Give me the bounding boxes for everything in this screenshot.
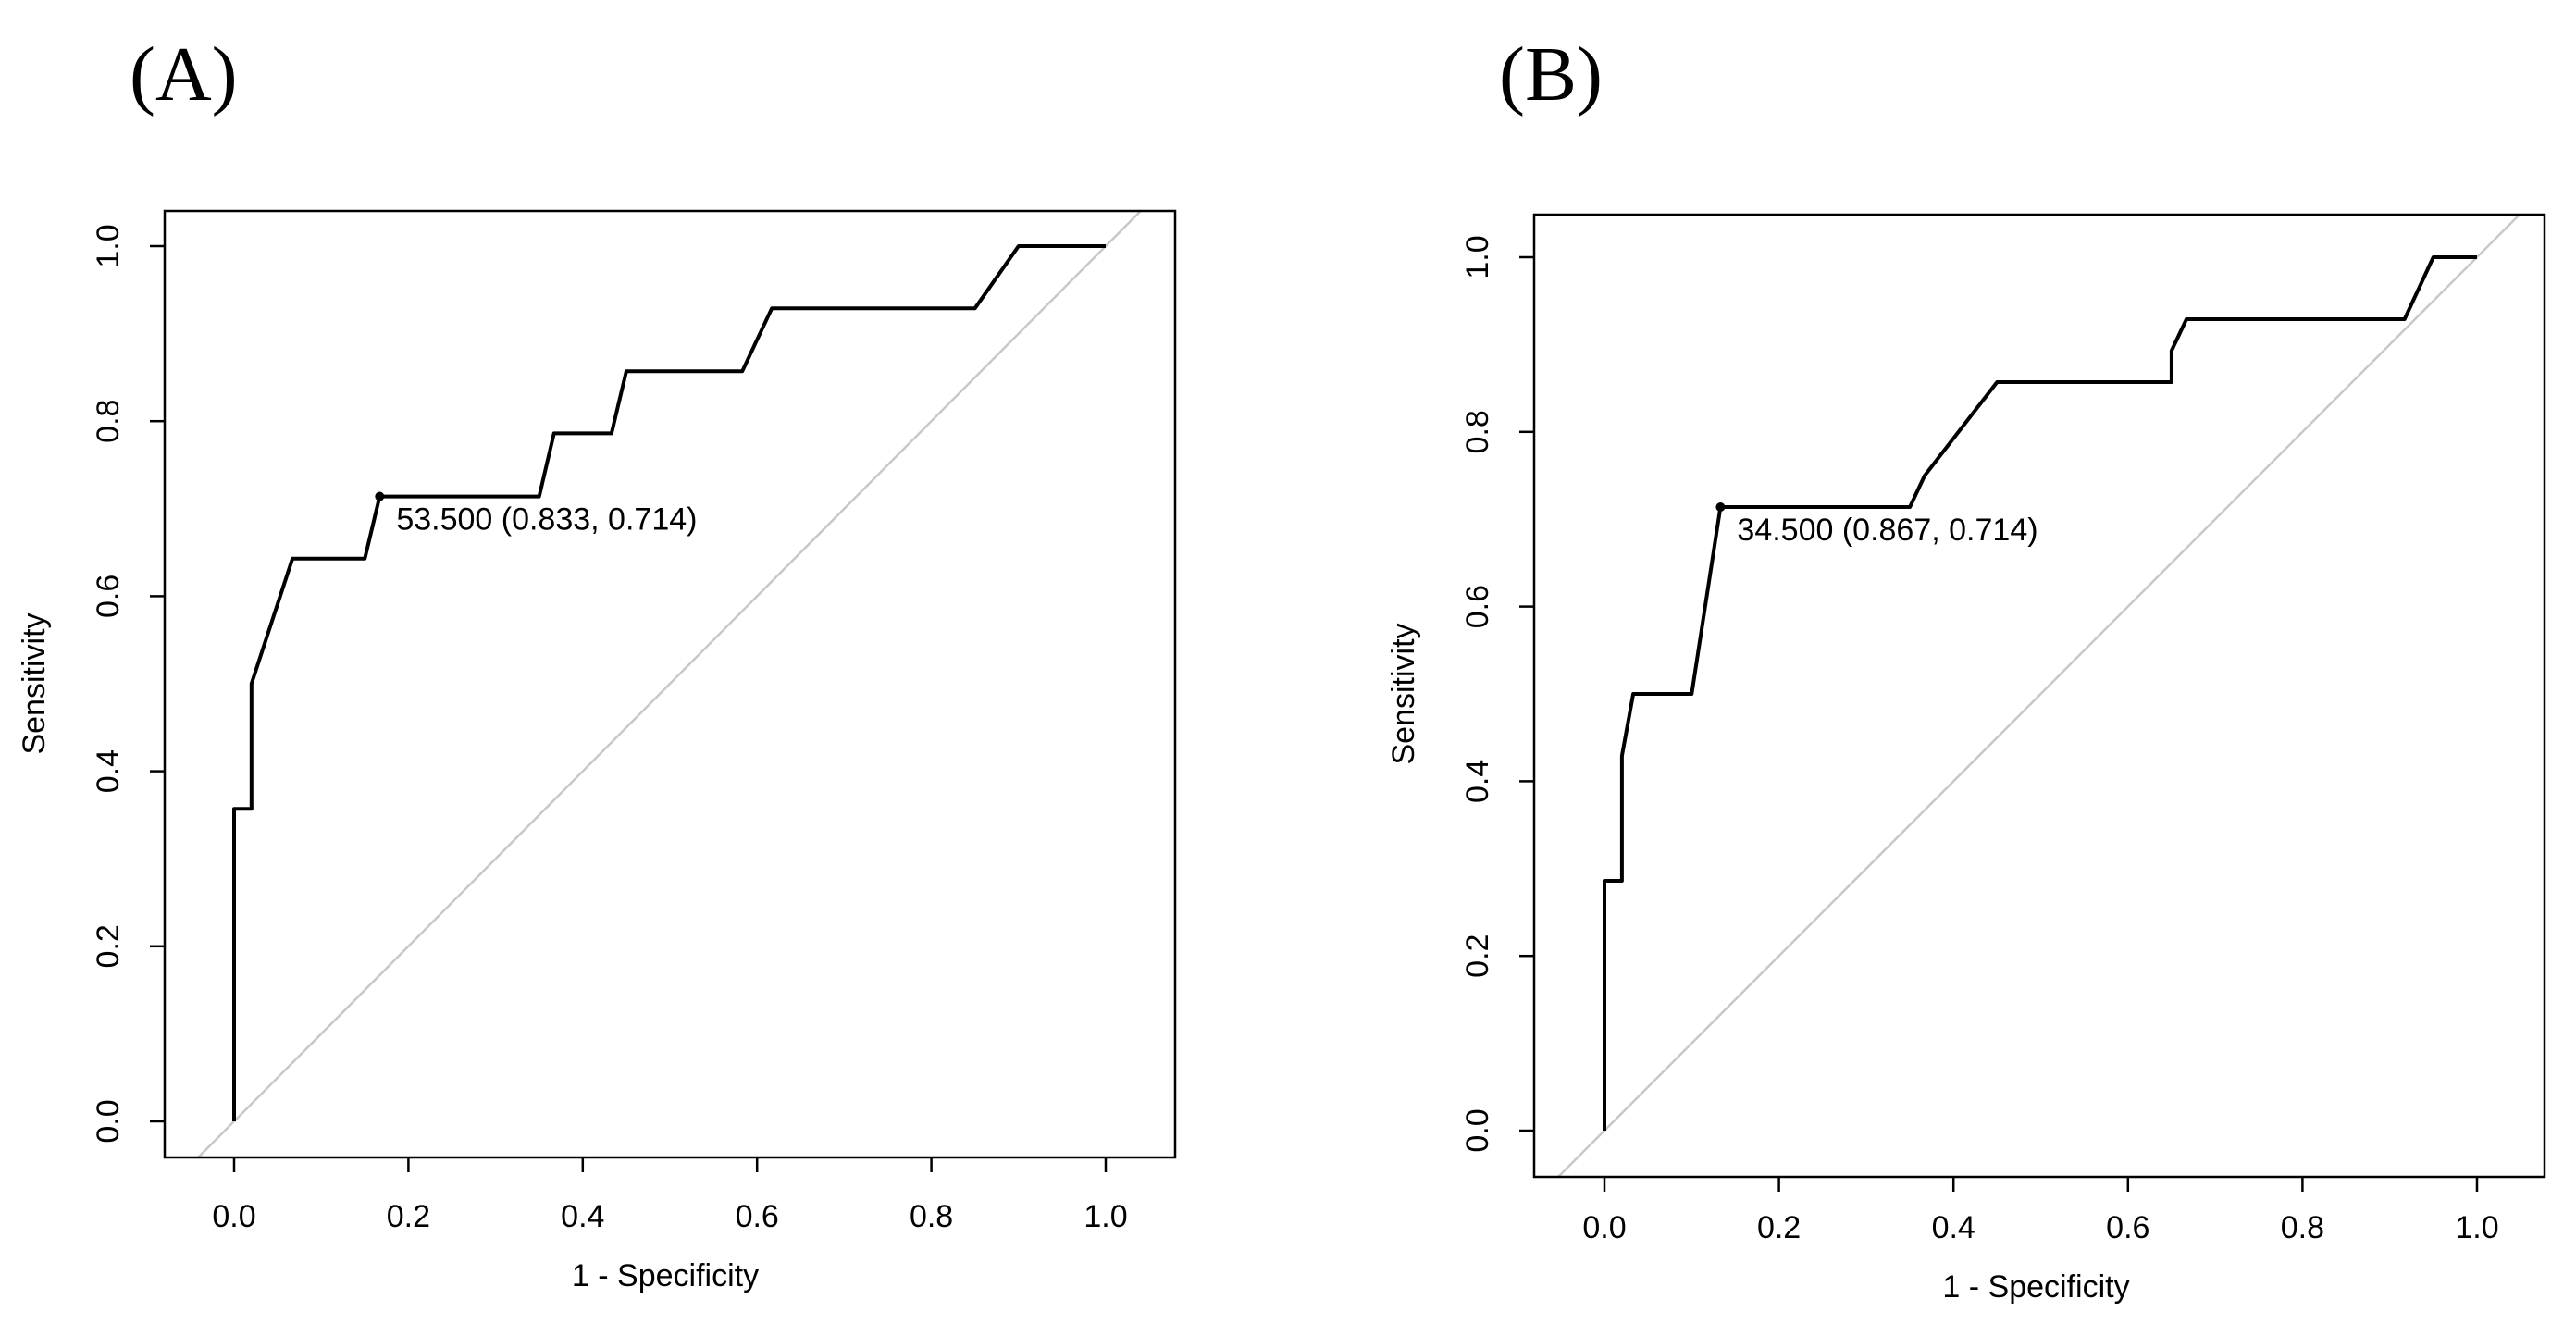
- reference-diagonal: [196, 211, 1143, 1157]
- y-tick-label: 0.4: [91, 749, 126, 793]
- best-threshold-point: [375, 491, 385, 501]
- x-tick-label: 0.2: [1757, 1210, 1801, 1245]
- y-tick-label: 0.8: [91, 400, 126, 443]
- best-threshold-annotation: 53.500 (0.833, 0.714): [396, 502, 697, 538]
- panel-label: (A): [130, 31, 238, 118]
- y-axis-title: Sensitivity: [1386, 623, 1421, 764]
- y-tick-label: 0.4: [1460, 760, 1495, 803]
- roc-panel-b: (B) 0.0 0.2 0.4 0.6 0.8 1.0 0.0 0.2 0.4 0.6 0.8 1.0 1…: [1386, 31, 2546, 1305]
- x-tick-label: 1.0: [2455, 1210, 2498, 1245]
- best-threshold-annotation: 34.500 (0.867, 0.714): [1737, 513, 2037, 548]
- x-tick-label: 0.0: [212, 1199, 255, 1234]
- x-tick-label: 0.8: [2281, 1210, 2324, 1245]
- plot-frame: [1532, 213, 2546, 1179]
- x-tick-label: 0.0: [1582, 1210, 1626, 1245]
- reference-diagonal: [1556, 215, 2521, 1177]
- x-axis-title: 1 - Specificity: [1942, 1269, 2129, 1305]
- y-tick-label: 0.8: [1460, 410, 1495, 453]
- y-tick-label: 1.0: [1460, 235, 1495, 278]
- y-tick-label: 0.2: [91, 924, 126, 968]
- plot-frame: [163, 209, 1177, 1159]
- y-tick-label: 0.6: [1460, 585, 1495, 628]
- y-tick-label: 0.0: [1460, 1108, 1495, 1152]
- x-tick-label: 0.8: [910, 1199, 953, 1234]
- best-threshold-point: [1715, 501, 1726, 512]
- x-tick-label: 1.0: [1084, 1199, 1127, 1234]
- roc-curve: [1603, 255, 2477, 1131]
- x-tick-label: 0.6: [2106, 1210, 2149, 1245]
- roc-panel-a: (A) 0.0 0.2 0.4 0.6 0.8 1.0 0.0 0.2 0.4 0.6 0.8 1.0 1…: [17, 31, 1177, 1293]
- y-tick-label: 0.2: [1460, 934, 1495, 978]
- y-tick-label: 0.0: [91, 1099, 126, 1143]
- x-tick-label: 0.6: [736, 1199, 779, 1234]
- y-tick-label: 1.0: [91, 224, 126, 267]
- y-tick-label: 0.6: [91, 575, 126, 618]
- x-tick-label: 0.4: [561, 1199, 604, 1234]
- roc-curve: [232, 244, 1106, 1121]
- x-tick-label: 0.2: [387, 1199, 430, 1234]
- x-tick-label: 0.4: [1932, 1210, 1975, 1245]
- x-axis-title: 1 - Specificity: [572, 1258, 759, 1293]
- y-axis-title: Sensitivity: [17, 612, 52, 754]
- panel-label: (B): [1499, 31, 1603, 118]
